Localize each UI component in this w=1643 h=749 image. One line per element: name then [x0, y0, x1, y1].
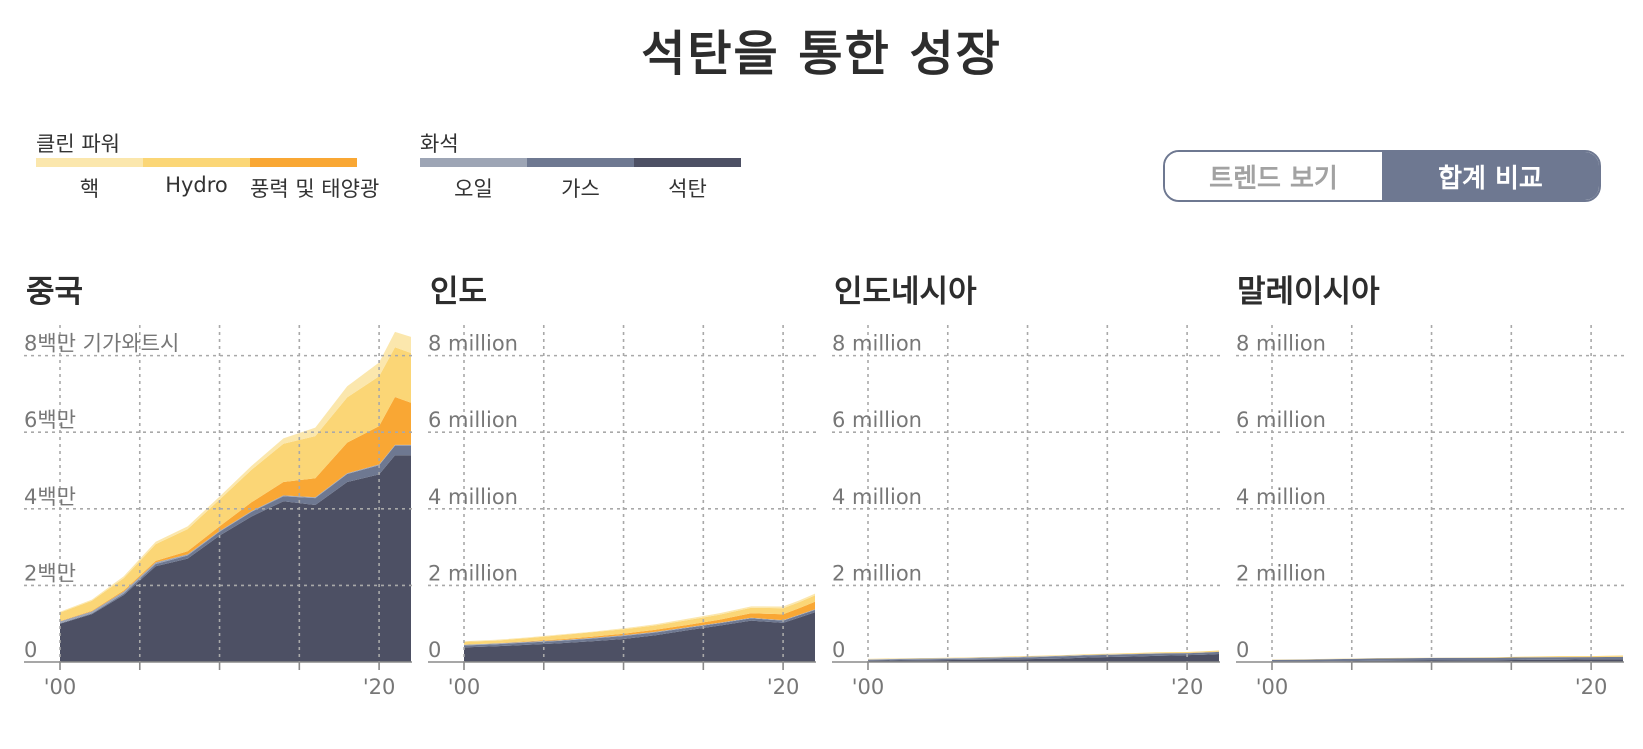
y-tick-label: 0	[24, 638, 37, 662]
legend-swatch-coal	[634, 158, 741, 167]
legend-label-nuclear: 핵	[79, 177, 100, 201]
y-tick-label: 8 million	[428, 332, 518, 356]
panel-title-malaysia: 말레이시아	[1237, 274, 1380, 310]
legend-swatch-oil	[420, 158, 527, 167]
chart-panel-malaysia: 0 2 million 4 million 6 million 8 million '00…	[1236, 325, 1624, 699]
y-tick-label: 6 million	[428, 408, 518, 432]
y-tick-label: 0	[428, 638, 441, 662]
chart-panel-india: 0 2 million 4 million 6 million 8 million '00…	[428, 325, 816, 699]
area-coal	[868, 654, 1219, 662]
vertical-gridlines	[867, 325, 1188, 662]
y-tick-label: 0	[1236, 638, 1249, 662]
legend-swatch-gas	[527, 158, 634, 167]
chart-title: 석탄을 통한 성장	[641, 26, 1002, 82]
x-tick-label: '20	[1575, 675, 1608, 699]
legend-label-gas: 가스	[561, 177, 600, 201]
legend-label-coal: 석탄	[668, 177, 707, 201]
y-tick-label: 2 million	[832, 561, 922, 585]
y-tick-label: 2 million	[428, 561, 518, 585]
trend-view-button[interactable]: 트렌드 보기	[1165, 152, 1382, 200]
chart-panel-indonesia: 0 2 million 4 million 6 million 8 million '00…	[832, 325, 1220, 699]
y-tick-label: 4 million	[832, 485, 922, 509]
x-tick-label: '00	[852, 675, 885, 699]
x-tick-label: '20	[1171, 675, 1204, 699]
area-layers	[464, 593, 815, 662]
legend-label-hydro: Hydro	[165, 173, 228, 197]
panel-title-indonesia: 인도네시아	[834, 274, 977, 310]
x-tick-label: '20	[767, 675, 800, 699]
y-tick-label: 6 million	[832, 408, 922, 432]
y-tick-label: 2 million	[1236, 561, 1326, 585]
legend-swatch-wind-solar	[250, 158, 357, 167]
legend-swatch-nuclear	[36, 158, 143, 167]
area-layers	[1272, 655, 1623, 662]
y-tick-label: 6백만	[24, 408, 76, 432]
panel-title-china: 중국	[26, 274, 84, 310]
area-gas	[1272, 656, 1623, 662]
x-tick-label: '00	[1256, 675, 1289, 699]
area-gas	[868, 651, 1219, 661]
panel-title-india: 인도	[430, 274, 488, 310]
y-tick-label: 0	[832, 638, 845, 662]
chart-panel-china: 0 2백만 4백만 6백만 8백만 기가와트시 '00 '20	[24, 325, 412, 699]
vertical-gridlines	[59, 325, 380, 662]
legend-label-wind-solar: 풍력 및 태양광	[250, 177, 380, 201]
y-tick-label: 8 million	[832, 332, 922, 356]
area-oil	[1272, 656, 1623, 660]
y-tick-label: 8 million	[1236, 332, 1326, 356]
area-oil	[868, 651, 1219, 660]
area-coal	[60, 455, 411, 662]
y-tick-label: 4 million	[428, 485, 518, 509]
x-tick-label: '00	[448, 675, 481, 699]
y-tick-label: 4백만	[24, 485, 76, 509]
legend-group-title: 클린 파워	[36, 132, 120, 156]
area-hydro	[1272, 655, 1623, 660]
legend-clean-power: 클린 파워 핵 Hydro 풍력 및 태양광	[36, 128, 380, 203]
x-tick-label: '20	[363, 675, 396, 699]
legend-fossil: 화석 오일 가스 석탄	[420, 128, 741, 203]
vertical-gridlines	[1271, 325, 1592, 662]
area-layers	[868, 650, 1219, 662]
area-wind-solar	[1272, 656, 1623, 660]
legend-swatch-hydro	[143, 158, 250, 167]
vertical-gridlines	[463, 325, 784, 662]
y-tick-label: 8백만 기가와트시	[24, 332, 179, 356]
total-compare-button[interactable]: 합계 비교	[1382, 152, 1599, 200]
y-tick-label: 6 million	[1236, 408, 1326, 432]
area-hydro	[868, 650, 1219, 660]
y-tick-label: 2백만	[24, 561, 76, 585]
legend-group-title: 화석	[420, 132, 459, 156]
view-toggle: 트렌드 보기 합계 비교	[1163, 150, 1601, 202]
y-tick-label: 4 million	[1236, 485, 1326, 509]
legend-label-oil: 오일	[454, 177, 493, 201]
area-layers	[60, 331, 411, 662]
x-tick-label: '00	[44, 675, 77, 699]
